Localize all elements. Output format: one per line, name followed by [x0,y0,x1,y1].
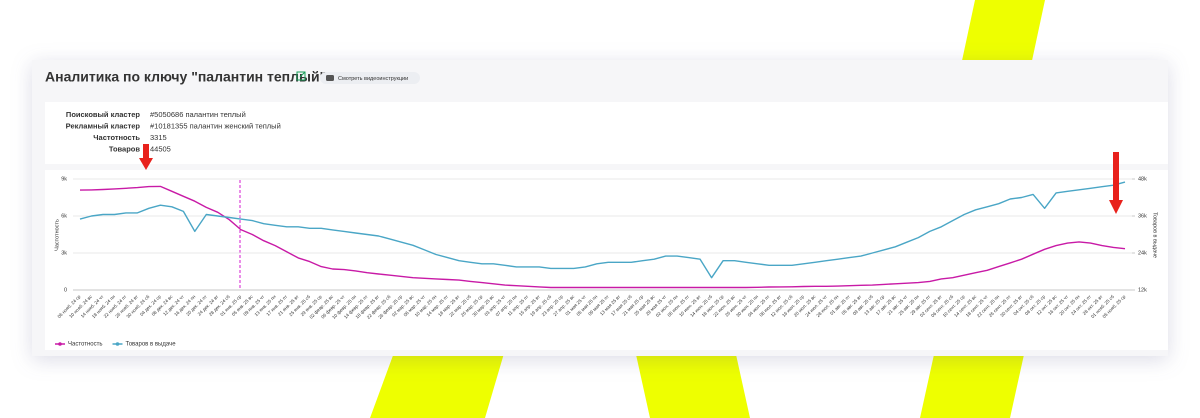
arrow [1109,152,1123,214]
series-line [79,185,1126,289]
y2-tick-label: 24k [1138,250,1147,256]
y2-tick-label: 36k [1138,213,1147,219]
info-value: #5050686 палантин теплый [150,110,246,119]
info-label: Частотность [93,133,140,142]
legend-label: Частотность [68,342,103,348]
stripe [370,350,505,418]
video-button-label[interactable]: Смотреть видеоинструкции [338,76,408,82]
y2-tick-label: 12k [1138,287,1147,293]
info-value: 44505 [150,144,171,153]
legend-dot [115,342,120,346]
info-value: 3315 [150,133,167,142]
y-tick-label: 0 [64,287,67,293]
info-label: Товаров [109,144,141,153]
info-value: #10181355 палантин женский теплый [150,121,281,130]
y-axis-title: Частотность [54,219,60,251]
stripe [635,350,750,418]
y-tick-label: 6k [61,213,67,219]
info-label: Поисковый кластер [66,110,140,119]
info-panel [45,102,1168,164]
y2-tick-label: 48k [1138,176,1147,182]
legend-dot [58,342,62,346]
video-icon [326,75,334,81]
info-rows: Поисковый кластер #5050686 палантин теплы… [66,110,281,154]
chart-panel [45,170,1168,350]
y-tick-label: 3k [61,250,67,256]
external-link-icon[interactable] [296,71,306,81]
stripe [920,350,1025,418]
series-line [79,181,1126,279]
arrow [139,144,153,170]
page-title: Аналитика по ключу "палантин теплый" [45,69,326,85]
y2-axis-title: Товаров в выдаче [1152,212,1158,258]
legend-label: Товаров в выдаче [126,342,177,348]
video-button[interactable] [320,72,420,84]
info-label: Рекламный кластер [66,121,141,130]
y-tick-label: 9k [61,176,67,182]
stripe [960,0,1045,70]
